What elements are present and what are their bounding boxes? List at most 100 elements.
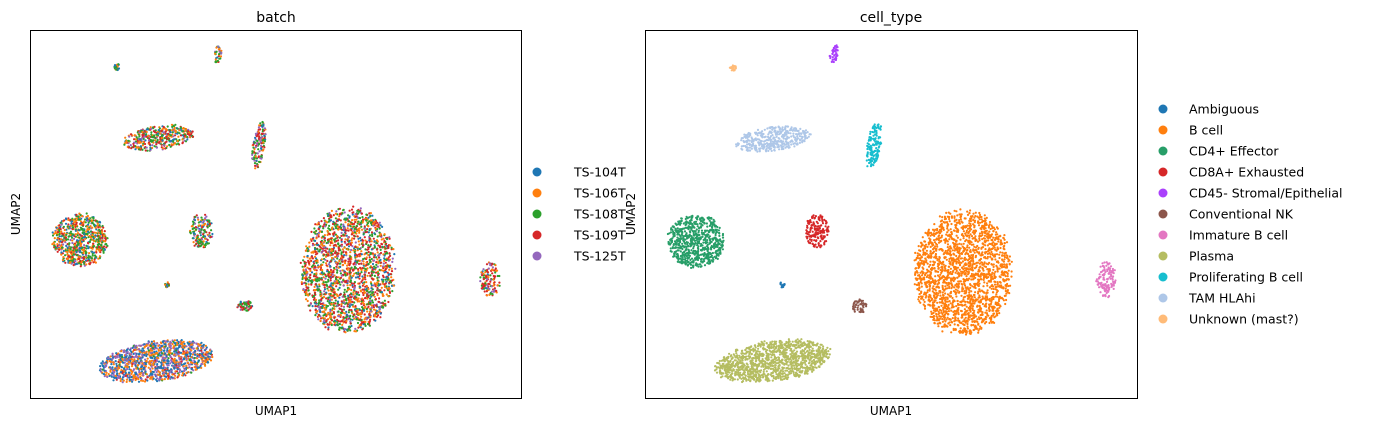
legend-marker — [532, 167, 542, 177]
scatter-point — [258, 142, 261, 145]
scatter-point — [142, 140, 145, 144]
scatter-point — [360, 271, 363, 274]
scatter-point — [345, 298, 348, 301]
scatter-point — [348, 220, 351, 223]
scatter-point — [335, 210, 338, 213]
scatter-point — [332, 311, 335, 314]
scatter-point — [155, 140, 158, 143]
scatter-point — [332, 214, 335, 217]
scatter-point — [189, 231, 192, 234]
scatter-point — [156, 130, 160, 133]
scatter-point — [169, 134, 173, 137]
scatter-point — [482, 268, 485, 271]
scatter-point — [192, 231, 195, 235]
scatter-point — [156, 380, 159, 383]
scatter-point — [381, 246, 384, 249]
scatter-point — [163, 137, 166, 140]
scatter-point — [154, 139, 157, 142]
scatter-point — [165, 340, 168, 343]
scatter-point — [86, 217, 89, 220]
scatter-point — [380, 286, 383, 289]
scatter-point — [78, 251, 82, 254]
scatter-point — [72, 249, 75, 252]
scatter-point — [193, 341, 196, 344]
scatter-point — [337, 276, 340, 279]
scatter-point — [316, 310, 319, 313]
scatter-point — [373, 232, 376, 235]
scatter-point — [308, 267, 311, 270]
scatter-point — [62, 225, 65, 228]
scatter-point — [333, 280, 336, 283]
scatter-point — [143, 351, 146, 354]
scatter-point — [60, 251, 63, 254]
scatter-point — [62, 249, 65, 253]
scatter-point — [142, 137, 145, 140]
scatter-point — [191, 362, 194, 365]
scatter-point — [258, 135, 261, 138]
scatter-point — [390, 276, 393, 279]
scatter-point — [387, 256, 390, 259]
scatter-point — [340, 274, 343, 277]
scatter-point — [310, 230, 313, 233]
scatter-point — [83, 244, 86, 247]
scatter-point — [356, 300, 359, 303]
scatter-point — [186, 138, 189, 141]
scatter-point — [146, 149, 149, 152]
scatter-point — [394, 267, 397, 270]
scatter-point — [338, 323, 341, 326]
scatter-point — [365, 251, 368, 254]
scatter-point — [330, 319, 334, 322]
scatter-point — [383, 299, 386, 302]
scatter-point — [158, 127, 161, 130]
scatter-point — [343, 240, 346, 243]
scatter-point — [101, 360, 104, 363]
scatter-point — [172, 360, 175, 363]
scatter-point — [343, 293, 346, 296]
scatter-point — [307, 289, 310, 292]
scatter-point — [378, 221, 381, 224]
scatter-point — [345, 279, 348, 283]
scatter-point — [150, 131, 153, 134]
scatter-point — [328, 273, 332, 276]
scatter-point — [76, 249, 79, 252]
scatter-point — [325, 297, 328, 300]
scatter-point — [149, 360, 152, 363]
scatter-point — [175, 361, 178, 364]
scatter-point — [345, 301, 348, 305]
scatter-point — [379, 248, 382, 251]
scatter-point — [134, 348, 137, 351]
scatter-point — [163, 378, 166, 381]
scatter-point — [341, 248, 344, 251]
scatter-point — [177, 351, 180, 354]
scatter-point — [350, 241, 353, 244]
scatter-point — [339, 320, 342, 323]
scatter-point — [118, 363, 121, 366]
scatter-point — [358, 231, 361, 234]
scatter-point — [143, 135, 146, 138]
scatter-point — [92, 217, 95, 220]
scatter-point — [304, 278, 307, 281]
scatter-point — [94, 224, 97, 227]
scatter-point — [172, 345, 175, 348]
scatter-point — [123, 350, 126, 353]
scatter-point — [72, 221, 76, 224]
scatter-point — [123, 358, 126, 362]
scatter-point — [150, 127, 153, 130]
scatter-point — [315, 261, 318, 264]
scatter-point — [361, 216, 364, 219]
scatter-point — [334, 299, 337, 302]
scatter-point — [371, 214, 374, 217]
scatter-point — [162, 372, 165, 375]
scatter-point — [304, 268, 307, 271]
scatter-point — [99, 365, 102, 368]
scatter-point — [338, 265, 342, 268]
scatter-point — [198, 224, 201, 227]
scatter-point — [153, 350, 156, 354]
scatter-point — [263, 136, 266, 139]
scatter-point — [353, 272, 356, 275]
scatter-point — [215, 46, 218, 49]
scatter-point — [161, 352, 164, 355]
scatter-point — [319, 319, 322, 322]
scatter-point — [491, 266, 494, 269]
scatter-point — [376, 294, 379, 297]
